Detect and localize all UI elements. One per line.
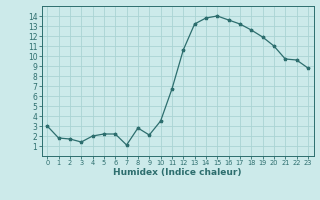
X-axis label: Humidex (Indice chaleur): Humidex (Indice chaleur) — [113, 168, 242, 177]
